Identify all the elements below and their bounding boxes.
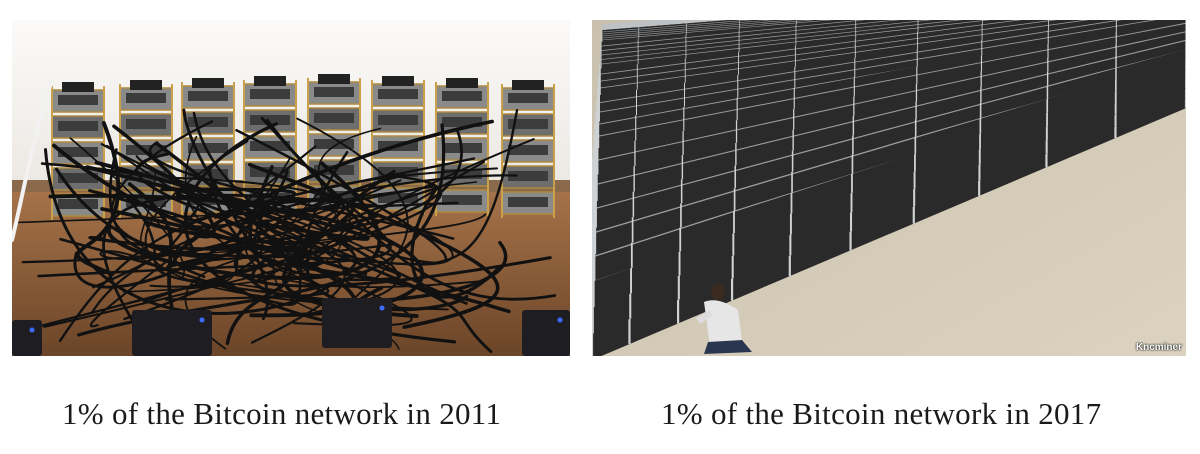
power-strip	[132, 310, 212, 356]
power-strip	[322, 298, 392, 348]
mining-farm-2017-illustration	[592, 20, 1186, 356]
power-strip	[12, 320, 42, 356]
server-rack-row	[601, 20, 849, 42]
mining-rig-stack	[501, 80, 555, 218]
power-strip	[522, 310, 570, 356]
caption-2017: 1% of the Bitcoin network in 2017	[661, 396, 1102, 431]
mining-rig-stack	[51, 82, 105, 220]
mining-rigs-2011-photo	[12, 20, 570, 356]
technician-figure	[696, 284, 752, 354]
photo-credit-watermark: Kncminer	[1135, 342, 1182, 353]
mining-farm-2017-photo: Kncminer	[592, 20, 1186, 356]
caption-2011: 1% of the Bitcoin network in 2011	[62, 396, 502, 431]
mining-rigs-2011-illustration	[12, 20, 570, 356]
